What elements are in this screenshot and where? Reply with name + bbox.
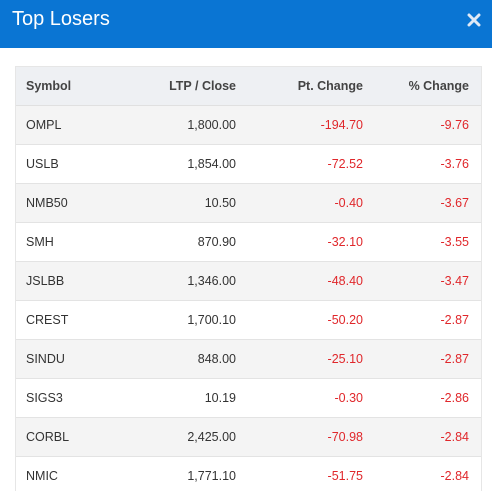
table-row[interactable]: SIGS3 10.19 -0.30 -2.86	[16, 378, 481, 418]
column-header-pt-change: Pt. Change	[236, 67, 363, 106]
cell-symbol: SMH	[16, 222, 126, 262]
modal-header: Top Losers	[0, 0, 492, 48]
cell-pt-change: -51.75	[236, 456, 363, 491]
cell-pt-change: -50.20	[236, 300, 363, 340]
column-header-symbol: Symbol	[16, 67, 126, 106]
cell-symbol: SINDU	[16, 339, 126, 379]
cell-pt-change: -72.52	[236, 144, 363, 184]
cell-pct-change: -2.84	[363, 456, 481, 491]
cell-pct-change: -2.86	[363, 378, 481, 418]
close-icon	[467, 13, 481, 27]
cell-pt-change: -70.98	[236, 417, 363, 457]
cell-ltp: 1,346.00	[126, 261, 236, 301]
cell-pct-change: -9.76	[363, 105, 481, 145]
table-row[interactable]: JSLBB 1,346.00 -48.40 -3.47	[16, 261, 481, 301]
cell-pt-change: -0.30	[236, 378, 363, 418]
table-row[interactable]: OMPL 1,800.00 -194.70 -9.76	[16, 105, 481, 145]
cell-ltp: 2,425.00	[126, 417, 236, 457]
cell-ltp: 1,700.10	[126, 300, 236, 340]
table-header-row: Symbol LTP / Close Pt. Change % Change	[16, 67, 481, 106]
cell-ltp: 1,800.00	[126, 105, 236, 145]
cell-pct-change: -2.87	[363, 339, 481, 379]
cell-pct-change: -2.84	[363, 417, 481, 457]
cell-ltp: 848.00	[126, 339, 236, 379]
cell-symbol: JSLBB	[16, 261, 126, 301]
table-row[interactable]: CREST 1,700.10 -50.20 -2.87	[16, 300, 481, 340]
cell-symbol: USLB	[16, 144, 126, 184]
table-row[interactable]: SMH 870.90 -32.10 -3.55	[16, 222, 481, 262]
cell-ltp: 870.90	[126, 222, 236, 262]
column-header-pct-change: % Change	[363, 67, 481, 106]
cell-pct-change: -2.87	[363, 300, 481, 340]
cell-ltp: 10.50	[126, 183, 236, 223]
cell-symbol: NMIC	[16, 456, 126, 491]
cell-ltp: 1,771.10	[126, 456, 236, 491]
cell-pt-change: -48.40	[236, 261, 363, 301]
cell-pt-change: -32.10	[236, 222, 363, 262]
cell-symbol: NMB50	[16, 183, 126, 223]
cell-symbol: CORBL	[16, 417, 126, 457]
losers-table-container: Symbol LTP / Close Pt. Change % Change O…	[15, 66, 482, 491]
table-body: OMPL 1,800.00 -194.70 -9.76 USLB 1,854.00 -72.…	[16, 105, 481, 491]
cell-pct-change: -3.47	[363, 261, 481, 301]
table-row[interactable]: NMIC 1,771.10 -51.75 -2.84	[16, 456, 481, 491]
cell-pct-change: -3.67	[363, 183, 481, 223]
modal-title: Top Losers	[12, 8, 110, 30]
cell-pt-change: -0.40	[236, 183, 363, 223]
table-row[interactable]: SINDU 848.00 -25.10 -2.87	[16, 339, 481, 379]
cell-symbol: SIGS3	[16, 378, 126, 418]
table-row[interactable]: USLB 1,854.00 -72.52 -3.76	[16, 144, 481, 184]
column-header-ltp: LTP / Close	[126, 67, 236, 106]
cell-ltp: 10.19	[126, 378, 236, 418]
cell-symbol: CREST	[16, 300, 126, 340]
table-row[interactable]: CORBL 2,425.00 -70.98 -2.84	[16, 417, 481, 457]
cell-pt-change: -194.70	[236, 105, 363, 145]
losers-table: Symbol LTP / Close Pt. Change % Change O…	[16, 67, 481, 491]
cell-pt-change: -25.10	[236, 339, 363, 379]
cell-pct-change: -3.55	[363, 222, 481, 262]
table-row[interactable]: NMB50 10.50 -0.40 -3.67	[16, 183, 481, 223]
close-button[interactable]	[467, 13, 481, 27]
cell-symbol: OMPL	[16, 105, 126, 145]
cell-ltp: 1,854.00	[126, 144, 236, 184]
cell-pct-change: -3.76	[363, 144, 481, 184]
